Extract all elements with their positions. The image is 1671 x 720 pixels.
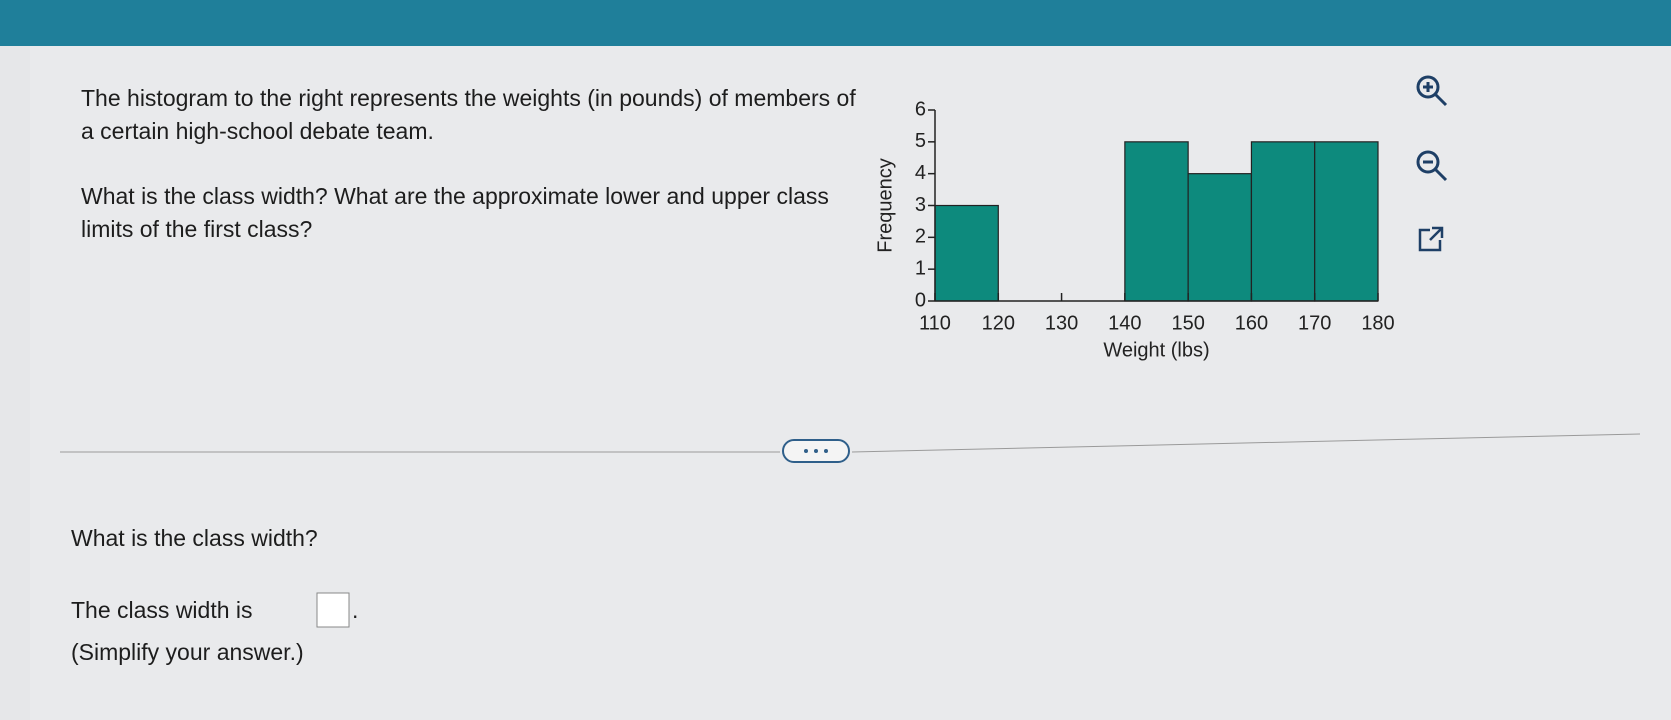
panel <box>30 46 1671 720</box>
y-tick-label: 2 <box>915 226 926 248</box>
top-bar <box>0 0 1671 46</box>
y-tick-label: 0 <box>915 289 926 311</box>
zoom-in[interactable] <box>1416 75 1448 107</box>
dot <box>814 449 818 453</box>
x-tick-label: 120 <box>982 312 1015 334</box>
bar <box>1187 173 1253 302</box>
x-tick-label: 140 <box>1108 312 1141 334</box>
x-tick-label: 110 <box>919 312 951 334</box>
y-tick-label: 3 <box>915 194 926 216</box>
separator <box>851 433 1641 453</box>
y-tick-label: 6 <box>915 98 926 120</box>
y-tick-label: 1 <box>915 257 926 279</box>
bar <box>1314 141 1379 302</box>
y-tick-label: 4 <box>915 162 926 184</box>
answer-suffix: . <box>352 597 359 623</box>
bar <box>1250 141 1316 302</box>
dot <box>804 449 808 453</box>
x-tick-label: 150 <box>1171 312 1204 334</box>
x-tick-label: 170 <box>1298 312 1331 334</box>
x-tick-label: 160 <box>1235 312 1268 334</box>
x-tick-label: 130 <box>1045 312 1078 334</box>
x-tick-label: 180 <box>1361 312 1394 334</box>
intro: The histogram to the right represents th… <box>81 85 856 144</box>
answer-box[interactable] <box>316 592 350 628</box>
prompt: What is the class width? What are the ap… <box>81 183 829 242</box>
y-axis-label: Frequency <box>874 158 896 253</box>
zoom-out[interactable] <box>1416 150 1448 182</box>
dot <box>824 449 828 453</box>
x-axis-label: Weight (lbs) <box>1103 339 1209 361</box>
bar <box>934 204 999 302</box>
y-tick-label: 5 <box>915 130 926 152</box>
answer-prefix: The class width is <box>71 597 253 623</box>
part-question: What is the class width? <box>71 525 318 551</box>
bar <box>1124 141 1189 302</box>
open-external[interactable] <box>1418 226 1444 252</box>
hint: (Simplify your answer.) <box>71 639 304 665</box>
